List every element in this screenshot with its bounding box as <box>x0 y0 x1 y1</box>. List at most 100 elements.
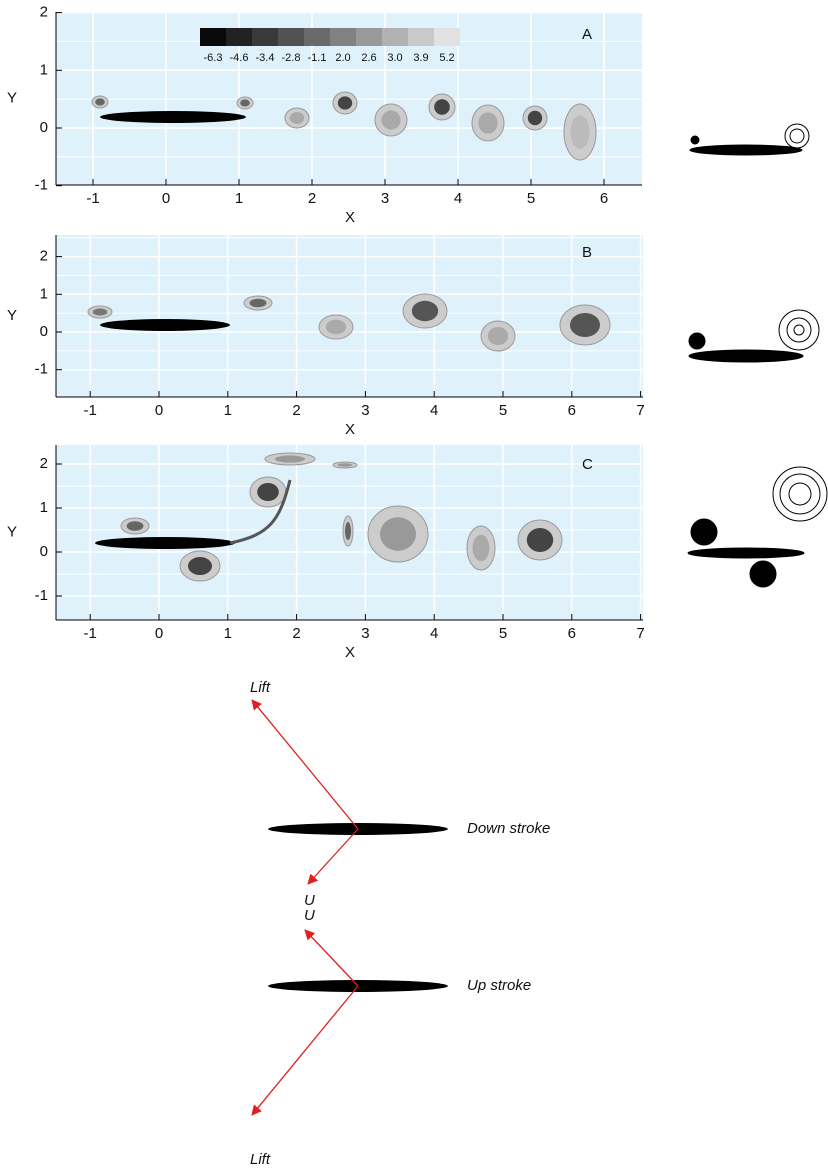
colorbar-cell <box>278 28 304 46</box>
y-axis-label: Y <box>7 89 17 106</box>
y-tick-label: 1 <box>40 285 48 302</box>
panel-label: C <box>582 456 593 473</box>
vortex-core <box>527 528 553 552</box>
vortex <box>787 318 811 342</box>
schematics <box>688 124 827 587</box>
y-axis-label: Y <box>7 307 17 324</box>
colorbar-cell <box>356 28 382 46</box>
u-label: U <box>304 907 315 924</box>
x-tick-label: 5 <box>499 402 507 419</box>
arrow <box>305 930 358 986</box>
y-tick-label: 0 <box>40 119 48 136</box>
caption: Up stroke <box>467 977 531 994</box>
lift-label: Lift <box>250 1151 271 1168</box>
x-tick-label: 5 <box>527 190 535 207</box>
vortex-core <box>528 111 542 125</box>
vortex-core <box>488 327 508 345</box>
vortex-core <box>345 522 351 540</box>
x-tick-label: 3 <box>361 402 369 419</box>
plot-area <box>56 235 643 397</box>
panel-label: A <box>582 26 592 43</box>
vortex-core <box>434 99 450 115</box>
vortex-core <box>338 96 352 109</box>
x-axis-label: X <box>345 421 355 438</box>
vortex <box>780 474 820 514</box>
x-tick-label: 2 <box>292 402 300 419</box>
x-tick-label: 4 <box>430 625 438 642</box>
x-axis-label: X <box>345 644 355 661</box>
arrow <box>252 700 358 829</box>
x-tick-label: 1 <box>235 190 243 207</box>
x-tick-label: 1 <box>224 625 232 642</box>
vortex-core <box>381 110 400 129</box>
vortex <box>691 136 699 144</box>
x-tick-label: 4 <box>430 402 438 419</box>
vortex-core <box>473 535 490 561</box>
colorbar-cell <box>408 28 434 46</box>
colorbar-cell <box>434 28 460 46</box>
x-tick-label: 2 <box>292 625 300 642</box>
x-tick-label: -1 <box>86 190 99 207</box>
colorbar-cell <box>304 28 330 46</box>
y-tick-label: 1 <box>40 61 48 78</box>
x-tick-label: 6 <box>568 625 576 642</box>
colorbar-label: -3.4 <box>256 52 275 64</box>
x-tick-label: 4 <box>454 190 462 207</box>
colorbar-label: -1.1 <box>308 52 327 64</box>
y-tick-label: -1 <box>35 587 48 604</box>
vortex-core <box>570 115 589 149</box>
lift-label: Lift <box>250 679 271 696</box>
y-tick-label: -1 <box>35 361 48 378</box>
vortex-core <box>240 99 250 106</box>
vortex <box>779 310 819 350</box>
vortex-core <box>290 112 304 124</box>
x-tick-label: 0 <box>155 625 163 642</box>
vortex <box>785 124 809 148</box>
colorbar-label: -4.6 <box>230 52 249 64</box>
wing <box>95 537 235 549</box>
vortex-core <box>257 483 279 501</box>
x-tick-label: 7 <box>636 402 644 419</box>
x-axis-label: X <box>345 209 355 226</box>
vortex-core <box>188 557 212 575</box>
x-tick-label: 5 <box>499 625 507 642</box>
vortex-core <box>93 308 107 315</box>
y-tick-label: 2 <box>40 455 48 472</box>
vortex-core <box>326 320 346 334</box>
colorbar-label: 2.6 <box>361 52 376 64</box>
colorbar-cell <box>330 28 356 46</box>
y-tick-label: 0 <box>40 543 48 560</box>
vortex <box>794 325 804 335</box>
x-tick-label: 6 <box>568 402 576 419</box>
colorbar-cell <box>382 28 408 46</box>
colorbar-label: -2.8 <box>282 52 301 64</box>
colorbar-label: 2.0 <box>335 52 350 64</box>
x-tick-label: 0 <box>162 190 170 207</box>
vortex-core <box>250 299 267 307</box>
x-tick-label: 6 <box>600 190 608 207</box>
vortex <box>689 333 705 349</box>
y-tick-label: 0 <box>40 323 48 340</box>
colorbar-cell <box>252 28 278 46</box>
x-tick-label: 2 <box>308 190 316 207</box>
y-axis-label: Y <box>7 523 17 540</box>
vortex <box>773 467 827 521</box>
y-tick-label: 2 <box>40 248 48 265</box>
colorbar-cell <box>226 28 252 46</box>
x-tick-label: -1 <box>84 402 97 419</box>
colorbar-label: -6.3 <box>204 52 223 64</box>
y-tick-label: 1 <box>40 499 48 516</box>
wing <box>100 111 246 123</box>
vortex-core <box>127 521 144 531</box>
x-tick-label: 3 <box>361 625 369 642</box>
vortex <box>789 483 811 505</box>
x-tick-label: 7 <box>636 625 644 642</box>
wing <box>100 319 230 331</box>
colorbar-label: 3.0 <box>387 52 402 64</box>
x-tick-label: 0 <box>155 402 163 419</box>
vortex-core <box>95 98 105 105</box>
y-tick-label: -1 <box>35 177 48 194</box>
colorbar-label: 5.2 <box>439 52 454 64</box>
wing <box>690 145 802 155</box>
